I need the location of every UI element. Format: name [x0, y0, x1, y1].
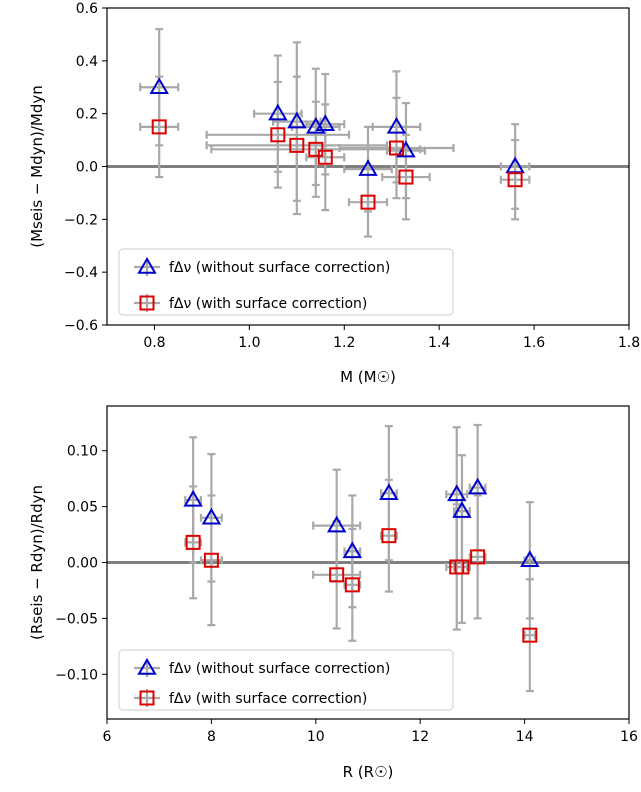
triangle-marker-p1: [201, 507, 222, 525]
y-tick-label: 0.6: [76, 1, 98, 17]
square-marker-p0: [185, 534, 201, 550]
x-tick-label: 10: [307, 729, 325, 745]
radius-ratio-panel: 6 8 10 12 14 16 −0.10 −0.05 0.00 0.05 0.10 R (R☉) (R…: [28, 405, 638, 781]
triangle-marker-p0: [183, 489, 203, 507]
legend-box: [118, 649, 454, 711]
y-axis-label: (Mseis − Mdyn)/Mdyn: [28, 85, 46, 248]
square-marker-p6: [388, 140, 404, 156]
square-marker-p1: [270, 127, 286, 143]
plot-area: [183, 423, 540, 693]
y-tick-label: 0.10: [67, 444, 98, 460]
y-tick-label: 0.05: [67, 500, 98, 516]
square-marker-p6: [454, 559, 470, 575]
y-tick-label: 0.4: [76, 54, 98, 70]
error-bar-s1-p6: [453, 509, 471, 624]
legend-entry: fΔν (without surface correction): [134, 257, 390, 276]
square-marker-p3: [308, 141, 324, 157]
triangle-marker-p5: [447, 484, 467, 502]
x-tick-label: 1.4: [428, 335, 450, 351]
x-tick-label: 0.8: [143, 335, 165, 351]
error-bar-s1-p6: [338, 96, 455, 200]
triangle-marker-p6: [386, 116, 407, 134]
y-axis-label: (Rseis − Rdyn)/Rdyn: [28, 485, 46, 640]
legend-triangle-marker: [137, 658, 157, 675]
legend-square-marker: [139, 690, 155, 706]
x-tick-label: 1.2: [333, 335, 355, 351]
legend-square-marker: [139, 295, 155, 311]
legend: fΔν (without surface correction) fΔν (wit…: [118, 649, 454, 711]
triangle-marker-p4: [315, 114, 336, 131]
triangle-marker-p4: [379, 483, 399, 500]
error-bar-s1-p0: [139, 75, 180, 179]
y-tick-label: −0.10: [55, 667, 98, 683]
x-axis-label: M (M☉): [340, 368, 396, 386]
legend-label: fΔν (without surface correction): [169, 260, 390, 276]
legend-triangle-marker: [137, 257, 157, 274]
error-bar-s1-p2: [205, 75, 389, 216]
legend-label: fΔν (with surface correction): [169, 691, 367, 707]
error-bar-s1-p4: [305, 103, 346, 212]
error-bar-s1-p3: [343, 527, 362, 642]
y-tick-label: −0.2: [64, 212, 98, 228]
error-bar-s1-p8: [523, 578, 537, 693]
x-tick-label: 1.6: [523, 335, 545, 351]
mass-ratio-panel: 0.8 1.0 1.2 1.4 1.6 1.8 −0.6 −0.4 −0.2 0.0 0.2 0.4 0…: [28, 1, 640, 386]
y-tick-label: −0.05: [55, 611, 98, 627]
triangle-marker-p7: [396, 140, 416, 158]
square-marker-p4: [317, 149, 333, 165]
square-marker-p8: [522, 627, 538, 643]
legend-box: [118, 248, 454, 316]
square-marker-p8: [507, 172, 523, 188]
triangle-marker-p6: [452, 501, 472, 518]
error-bar-s1-p3: [210, 100, 422, 198]
triangle-marker-p7: [467, 477, 488, 495]
legend-label: fΔν (with surface correction): [169, 296, 367, 312]
x-tick-label: 8: [207, 729, 216, 745]
error-bar-s1-p7: [381, 133, 431, 221]
triangle-marker-p2: [287, 111, 307, 129]
y-tick-label: −0.6: [64, 318, 98, 334]
legend-label: fΔν (without surface correction): [169, 661, 390, 677]
x-tick-label: 1.8: [618, 335, 640, 351]
y-tick-label: 0.00: [67, 556, 98, 572]
square-marker-p7: [470, 549, 486, 565]
square-marker-p1: [203, 552, 219, 568]
triangle-marker-p0: [149, 77, 169, 95]
x-tick-label: 14: [516, 729, 534, 745]
x-tick-label: 1.0: [238, 335, 260, 351]
legend-entry: fΔν (without surface correction): [134, 658, 390, 677]
square-marker-p7: [398, 169, 414, 185]
square-marker-p2: [329, 567, 345, 583]
x-axis-label: R (R☉): [343, 763, 394, 781]
x-tick-label: 6: [103, 729, 112, 745]
error-bar-s1-p1: [205, 80, 351, 189]
plot-area: [139, 28, 531, 238]
legend-entry: fΔν (with surface correction): [134, 689, 367, 707]
triangle-marker-p2: [326, 515, 347, 533]
error-bar-s1-p8: [499, 138, 531, 221]
error-bar-s1-p5: [347, 166, 389, 238]
legend-entry: fΔν (with surface correction): [134, 294, 367, 312]
y-tick-label: 0.0: [76, 160, 98, 176]
y-tick-label: −0.4: [64, 265, 98, 281]
square-marker-p2: [289, 137, 305, 153]
triangle-marker-p1: [268, 103, 288, 121]
square-marker-p4: [381, 528, 397, 544]
square-marker-p5: [360, 194, 376, 210]
square-marker-p3: [344, 577, 360, 593]
triangle-marker-p8: [520, 550, 540, 568]
triangle-marker-p5: [358, 159, 378, 176]
error-bar-s1-p7: [468, 494, 487, 620]
triangle-marker-p3: [342, 541, 363, 559]
x-tick-label: 12: [411, 729, 429, 745]
x-tick-label: 16: [620, 729, 638, 745]
square-marker-p0: [151, 119, 167, 135]
y-tick-label: 0.2: [76, 107, 98, 123]
legend: fΔν (without surface correction) fΔν (wit…: [118, 248, 454, 316]
